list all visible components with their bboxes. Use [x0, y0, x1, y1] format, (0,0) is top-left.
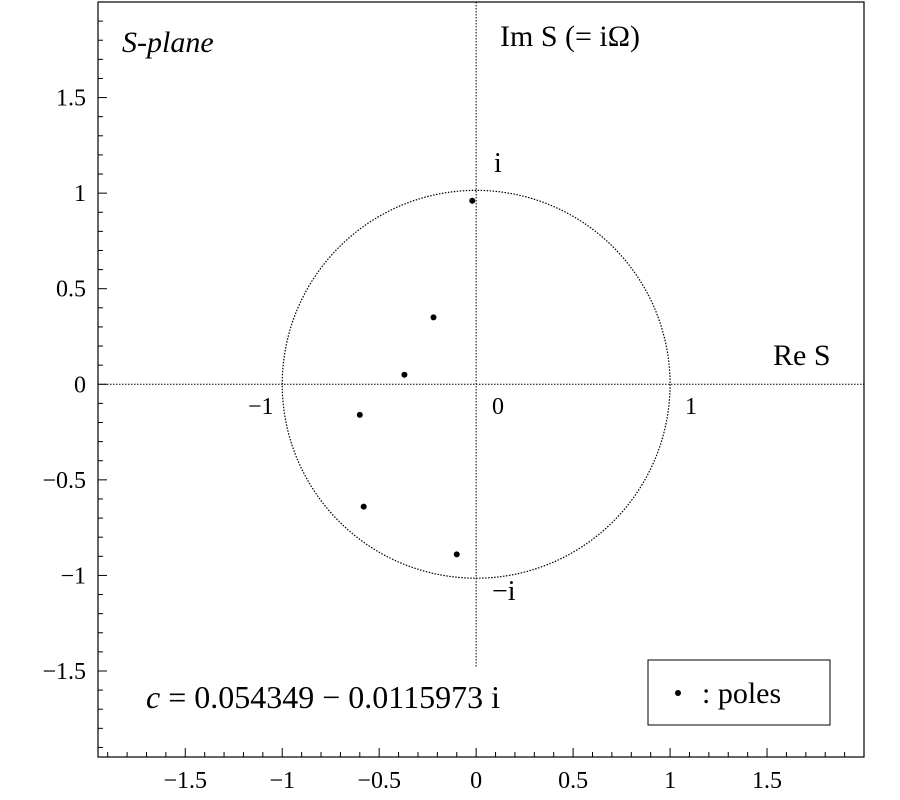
- y-tick-label: 0.5: [56, 277, 86, 303]
- x-tick-label: 1.5: [752, 768, 782, 794]
- x-ticks: [107, 748, 846, 757]
- constant-c-value: = 0.054349 − 0.0115973 i: [168, 679, 500, 715]
- x-axis-label: Re S: [773, 339, 831, 372]
- y-tick-label: −1: [60, 563, 86, 589]
- pole-point: [453, 551, 460, 558]
- minus-one-label: −1: [248, 394, 274, 420]
- x-tick-label: −0.5: [357, 768, 401, 794]
- pole-point: [401, 371, 408, 378]
- plot-frame: [97, 1, 865, 758]
- pole-point: [469, 197, 476, 204]
- y-tick-label: −0.5: [42, 468, 86, 494]
- x-tick-label: −1: [269, 768, 295, 794]
- legend-pole-marker: [675, 690, 681, 696]
- x-tick-label: 1: [664, 768, 676, 794]
- y-axis-label: Im S (= iΩ): [500, 20, 640, 53]
- legend-text: : poles: [702, 677, 781, 710]
- y-tick-label: 1: [74, 181, 86, 207]
- pole-point: [360, 503, 367, 510]
- chart-title: S-plane: [122, 26, 214, 59]
- y-tick-label: 0: [74, 372, 86, 398]
- unit-circle: [281, 189, 671, 579]
- y-tick-label: 1.5: [56, 86, 86, 112]
- x-tick-label: 0: [470, 768, 482, 794]
- y-ticks: [98, 20, 107, 748]
- plus-i-label: i: [494, 148, 502, 179]
- pole-point: [356, 411, 363, 418]
- x-tick-label: 0.5: [558, 768, 588, 794]
- legend: : poles: [647, 659, 831, 726]
- poles: [356, 197, 476, 558]
- constant-c-label: c = 0.054349 − 0.0115973 i: [146, 679, 500, 715]
- y-tick-label: −1.5: [42, 659, 86, 685]
- one-label: 1: [685, 394, 697, 420]
- minus-i-label: −i: [492, 576, 516, 607]
- x-tick-labels: −1.5 −1 −0.5 0 0.5 1 1.5: [163, 768, 782, 794]
- pole-point: [430, 314, 437, 321]
- constant-c-symbol: c: [146, 679, 160, 715]
- y-tick-labels: 1.5 1 0.5 0 −0.5 −1 −1.5: [42, 86, 86, 685]
- zero-label: 0: [492, 394, 504, 420]
- x-tick-label: −1.5: [163, 768, 207, 794]
